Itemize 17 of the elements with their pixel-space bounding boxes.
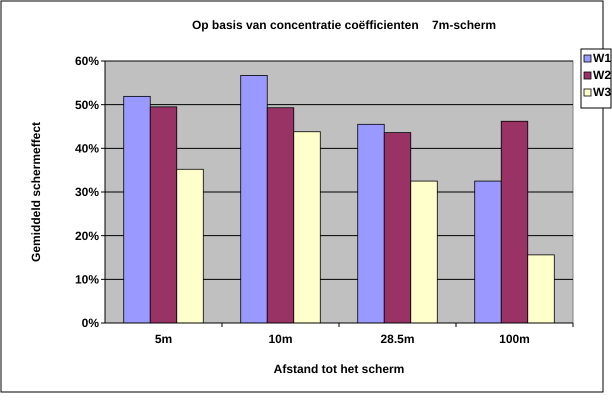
x-tick-label: 100m	[499, 332, 530, 346]
legend-label: W2	[593, 68, 612, 82]
y-tick-label: 50%	[74, 98, 100, 112]
y-tick-label: 40%	[74, 142, 100, 156]
legend-label: W1	[593, 51, 612, 65]
x-tick-label: 28.5m	[380, 332, 415, 346]
y-tick-label: 20%	[74, 228, 100, 243]
legend-label: W3	[593, 85, 612, 99]
x-axis-title: Afstand tot het scherm	[274, 362, 404, 376]
y-tick-label: 0%	[82, 316, 100, 330]
y-tick-label: 30%	[74, 185, 100, 200]
y-tick-label: 60%	[74, 54, 100, 68]
y-axis-title: Gemiddeld schermeffect	[29, 122, 43, 262]
y-tick-label: 10%	[74, 272, 100, 287]
chart-title: Op basis van concentratie coëfficienten 7m-scherm	[192, 18, 496, 32]
x-tick-label: 10m	[268, 332, 293, 346]
x-tick-label: 5m	[154, 332, 172, 346]
